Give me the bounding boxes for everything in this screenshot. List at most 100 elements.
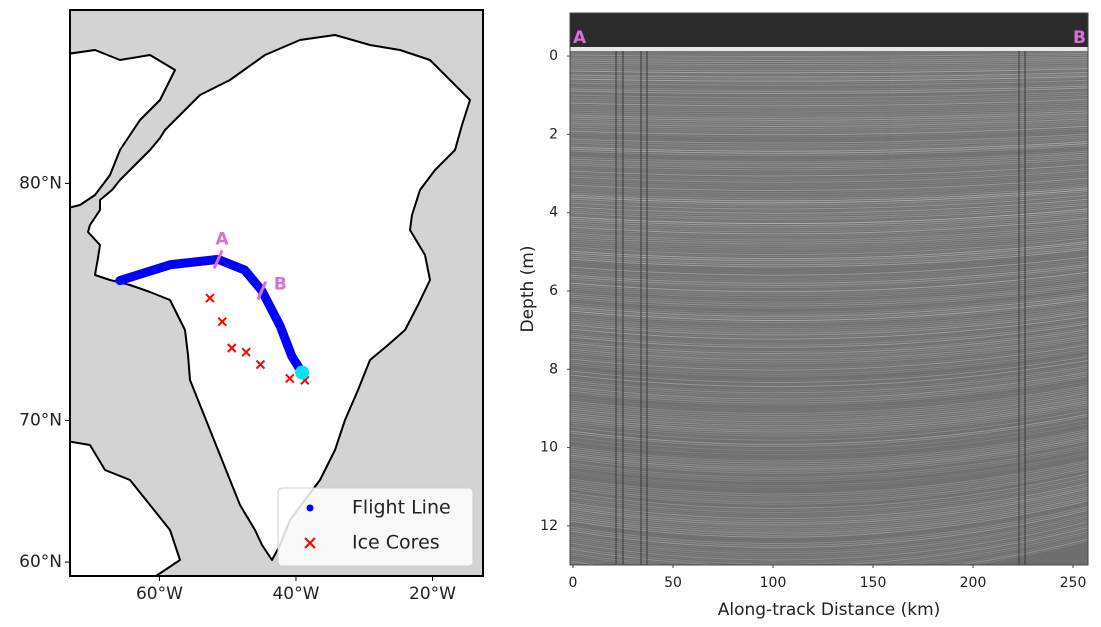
radar-texture xyxy=(570,390,1088,421)
radar-texture xyxy=(570,371,1088,400)
radar-texture xyxy=(570,346,1088,373)
radar-texture xyxy=(570,231,1088,249)
radar-texture xyxy=(570,421,1088,454)
radar-texture xyxy=(570,131,1088,142)
coastline xyxy=(70,34,471,576)
radar-texture xyxy=(570,505,1088,544)
radar-texture xyxy=(570,308,1088,332)
radar-texture xyxy=(570,323,1088,348)
radar-texture xyxy=(570,288,1088,311)
radar-texture xyxy=(570,486,1088,524)
y-axis-label: Depth (m) xyxy=(518,245,538,332)
radar-texture xyxy=(570,106,1088,115)
radar-texture xyxy=(570,530,1088,565)
radar-texture xyxy=(570,440,1088,474)
radar-texture xyxy=(570,187,1088,202)
radar-texture xyxy=(570,507,1088,547)
radar-texture xyxy=(570,54,1088,59)
radar-texture xyxy=(570,436,1088,470)
radar-texture xyxy=(570,125,1088,136)
radar-texture xyxy=(570,327,1088,352)
radar-texture xyxy=(570,50,1088,55)
radar-texture xyxy=(570,73,1088,80)
map-overlay xyxy=(115,249,310,386)
radar-texture xyxy=(570,471,1088,507)
radar-frame xyxy=(569,12,1089,566)
radar-texture xyxy=(1024,13,1026,565)
radar-texture xyxy=(570,129,1088,140)
radar-texture xyxy=(570,386,1088,416)
radar-texture xyxy=(570,331,1088,357)
radar-texture xyxy=(570,498,1088,536)
radar-texture xyxy=(570,108,1088,117)
radar-texture xyxy=(570,271,1088,293)
radar-texture xyxy=(570,242,1088,262)
y-tick-label: 2 xyxy=(549,126,558,142)
radar-texture xyxy=(570,62,1088,68)
radar-texture xyxy=(570,100,1088,109)
radar-texture xyxy=(570,321,1088,346)
radar-texture xyxy=(570,116,1088,125)
radar-texture xyxy=(570,425,1088,458)
radar-texture xyxy=(570,169,1088,183)
radar-texture xyxy=(570,198,1088,214)
radar-texture xyxy=(1018,13,1020,565)
radar-texture xyxy=(570,141,1088,152)
radar-texture xyxy=(570,239,1088,258)
radar-texture xyxy=(570,191,1088,206)
radar-texture xyxy=(570,66,1088,72)
radar-texture xyxy=(570,313,1088,338)
radar-texture xyxy=(570,459,1088,495)
radar-texture xyxy=(570,360,1088,388)
radar-texture xyxy=(570,194,1088,210)
legend-box xyxy=(277,487,474,567)
radar-texture xyxy=(570,536,1088,565)
radar-texture xyxy=(570,335,1088,361)
radar-texture xyxy=(570,52,1088,57)
radar-texture xyxy=(570,427,1088,460)
radar-texture xyxy=(570,166,1088,179)
radar-texture xyxy=(570,158,1088,171)
radar-texture xyxy=(570,183,1088,198)
radar-texture xyxy=(570,77,1088,84)
radar-texture xyxy=(570,356,1088,383)
y-tick-label: 10 xyxy=(540,440,558,456)
radar-texture xyxy=(570,210,1088,227)
radar-texture xyxy=(615,13,617,565)
radar-texture xyxy=(570,358,1088,386)
radar-texture xyxy=(570,383,1088,412)
radar-texture xyxy=(570,248,1088,268)
radar-texture xyxy=(570,509,1088,549)
radar-texture xyxy=(570,254,1088,274)
radar-texture xyxy=(570,298,1088,322)
radar-texture xyxy=(570,175,1088,189)
radar-texture xyxy=(570,258,1088,278)
radar-texture xyxy=(570,490,1088,528)
radar-texture xyxy=(570,534,1088,565)
radar-texture xyxy=(570,244,1088,264)
radar-texture xyxy=(570,75,1088,82)
radargram-image xyxy=(570,13,1088,565)
radar-texture xyxy=(570,196,1088,212)
radar-texture xyxy=(570,123,1088,134)
radar-texture xyxy=(570,96,1088,105)
radar-texture xyxy=(570,467,1088,503)
radar-texture xyxy=(570,229,1088,247)
annotation-tick xyxy=(256,281,268,301)
radar-texture xyxy=(570,504,1088,542)
radar-texture xyxy=(570,70,1088,76)
radar-texture xyxy=(570,408,1088,439)
radar-texture xyxy=(570,192,1088,208)
y-tick-label: 80°N xyxy=(19,173,62,193)
radar-texture xyxy=(570,148,1088,161)
radar-texture xyxy=(570,127,1088,138)
x-tick-label: 150 xyxy=(860,575,887,591)
radar-texture xyxy=(570,287,1088,309)
x-axis-label: Along-track Distance (km) xyxy=(718,600,941,620)
radar-texture xyxy=(570,521,1088,561)
annotation-tick xyxy=(212,249,224,269)
radar-texture xyxy=(570,369,1088,398)
radar-texture xyxy=(570,277,1088,299)
radar-texture xyxy=(570,302,1088,326)
radar-texture xyxy=(570,264,1088,284)
